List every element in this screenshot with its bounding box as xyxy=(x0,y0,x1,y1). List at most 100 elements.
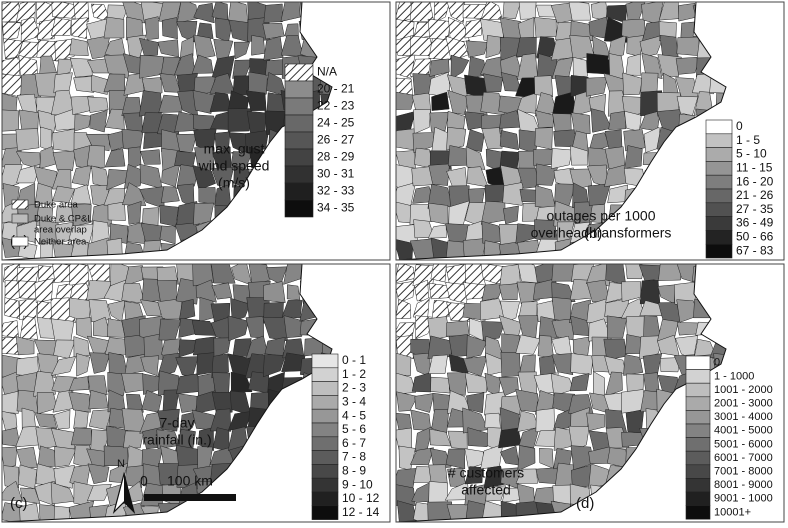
legend-label: 34 - 35 xyxy=(317,201,355,215)
region xyxy=(141,356,159,376)
region xyxy=(298,224,322,244)
region xyxy=(246,426,267,449)
region xyxy=(628,484,645,507)
map-panel: 0 - 11 - 22 - 33 - 44 - 55 - 66 - 77 - 8… xyxy=(0,261,394,523)
region xyxy=(659,148,681,168)
region xyxy=(336,220,354,245)
region xyxy=(375,265,393,286)
legend-swatch xyxy=(312,409,338,423)
region xyxy=(351,37,369,58)
region xyxy=(375,241,391,258)
region xyxy=(211,221,234,244)
legend-swatch xyxy=(706,175,732,189)
region xyxy=(35,278,54,302)
region xyxy=(586,77,607,96)
region xyxy=(266,412,284,432)
region xyxy=(176,445,198,467)
legend-swatch xyxy=(285,132,313,149)
region xyxy=(287,285,300,300)
region xyxy=(571,353,594,374)
legend-swatch xyxy=(312,492,338,506)
region xyxy=(626,54,641,75)
region xyxy=(395,299,410,318)
region xyxy=(369,57,391,73)
region xyxy=(751,266,768,286)
region xyxy=(373,109,392,134)
region xyxy=(281,0,300,22)
region xyxy=(319,261,336,286)
region xyxy=(764,2,787,24)
region xyxy=(675,187,697,206)
region xyxy=(194,239,213,259)
region xyxy=(570,373,589,391)
legend-swatch xyxy=(312,478,338,492)
region xyxy=(622,282,641,302)
region xyxy=(210,409,231,432)
region xyxy=(51,319,74,342)
region xyxy=(623,73,643,95)
legend-label: 50 - 66 xyxy=(736,229,774,243)
region xyxy=(410,0,434,21)
region xyxy=(323,298,340,320)
region xyxy=(503,182,523,205)
legend-label: 1 - 2 xyxy=(342,367,366,381)
region xyxy=(194,3,215,23)
region xyxy=(588,184,611,206)
region xyxy=(766,95,783,114)
region xyxy=(370,451,391,468)
legend-label: 21 - 26 xyxy=(736,188,774,202)
region xyxy=(693,299,715,318)
legend-swatch xyxy=(686,451,710,465)
region xyxy=(176,357,199,377)
region xyxy=(709,36,734,57)
region xyxy=(627,242,646,262)
legend-swatch xyxy=(706,161,732,175)
legend-label: 10001+ xyxy=(714,506,751,518)
region xyxy=(676,203,697,226)
legend-swatch xyxy=(686,383,710,397)
region xyxy=(0,391,18,413)
region xyxy=(712,279,733,303)
region xyxy=(16,129,39,151)
region xyxy=(336,5,353,23)
region xyxy=(316,279,339,302)
legend-swatch xyxy=(686,506,710,520)
region xyxy=(121,373,146,392)
legend-swatch xyxy=(285,81,313,98)
legend-label: 20 - 21 xyxy=(317,82,355,96)
region xyxy=(1,110,19,131)
region xyxy=(573,57,587,77)
region xyxy=(74,410,89,429)
legend-swatch xyxy=(686,465,710,479)
region xyxy=(710,19,733,42)
region xyxy=(431,377,450,393)
region xyxy=(712,265,729,282)
region xyxy=(368,128,389,152)
legend-swatch xyxy=(706,203,732,217)
region xyxy=(303,261,319,284)
region xyxy=(762,338,783,359)
region xyxy=(536,468,559,484)
region xyxy=(658,500,678,523)
region xyxy=(246,316,264,338)
region xyxy=(159,319,181,340)
legend-label: 26 - 27 xyxy=(317,133,355,147)
region xyxy=(605,130,622,150)
region xyxy=(263,281,285,302)
region xyxy=(609,111,626,129)
region xyxy=(335,240,357,260)
region xyxy=(264,202,281,223)
region xyxy=(607,316,627,338)
region xyxy=(161,243,177,262)
region xyxy=(729,301,751,321)
region xyxy=(338,36,359,60)
map-panel: 01 - 55 - 1011 - 1516 - 2021 - 2627 - 35… xyxy=(392,0,788,264)
legend-swatch xyxy=(706,120,732,134)
legend-swatch xyxy=(312,451,338,465)
region xyxy=(353,17,374,38)
region xyxy=(211,242,235,263)
region xyxy=(749,0,769,18)
panel-label: (b) xyxy=(584,225,602,242)
region xyxy=(554,130,577,147)
legend-label: 67 - 83 xyxy=(736,243,774,257)
